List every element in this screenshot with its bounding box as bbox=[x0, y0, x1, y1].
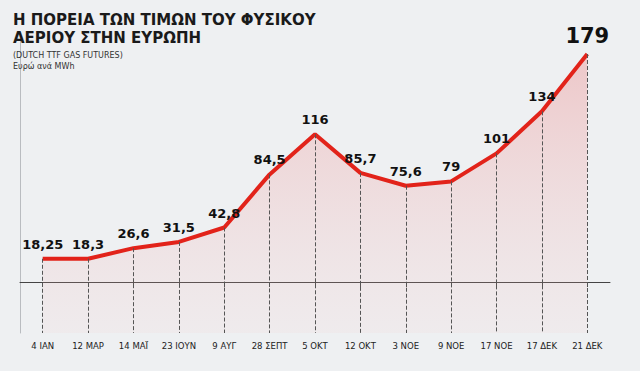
svg-text:4 ΙΑΝ: 4 ΙΑΝ bbox=[31, 341, 54, 351]
svg-text:179: 179 bbox=[565, 24, 609, 48]
svg-text:3 ΝΟΕ: 3 ΝΟΕ bbox=[393, 341, 420, 351]
svg-text:(DUTCH TTF GAS FUTURES): (DUTCH TTF GAS FUTURES) bbox=[13, 51, 123, 60]
svg-text:116: 116 bbox=[301, 112, 328, 127]
svg-text:12 ΜΑΡ: 12 ΜΑΡ bbox=[72, 341, 104, 351]
svg-text:Η ΠΟΡΕΙΑ ΤΩΝ ΤΙΜΩΝ ΤΟΥ ΦΥΣΙΚΟΥ: Η ΠΟΡΕΙΑ ΤΩΝ ΤΙΜΩΝ ΤΟΥ ΦΥΣΙΚΟΥ bbox=[13, 11, 317, 29]
svg-text:85,7: 85,7 bbox=[344, 151, 376, 166]
svg-text:9 ΑΥΓ: 9 ΑΥΓ bbox=[212, 341, 236, 351]
svg-text:79: 79 bbox=[442, 159, 460, 174]
svg-text:12 ΟΚΤ: 12 ΟΚΤ bbox=[345, 341, 377, 351]
svg-text:31,5: 31,5 bbox=[163, 220, 195, 235]
svg-text:21 ΔΕΚ: 21 ΔΕΚ bbox=[572, 341, 603, 351]
svg-text:23 ΙΟΥΝ: 23 ΙΟΥΝ bbox=[162, 341, 196, 351]
svg-text:Ευρώ ανά MWh: Ευρώ ανά MWh bbox=[13, 61, 74, 71]
svg-text:5 ΟΚΤ: 5 ΟΚΤ bbox=[302, 341, 328, 351]
svg-text:18,3: 18,3 bbox=[72, 237, 104, 252]
svg-text:134: 134 bbox=[528, 89, 555, 104]
svg-text:9 ΝΟΕ: 9 ΝΟΕ bbox=[438, 341, 465, 351]
svg-text:26,6: 26,6 bbox=[117, 226, 149, 241]
svg-text:18,25: 18,25 bbox=[22, 237, 63, 252]
svg-text:101: 101 bbox=[483, 131, 510, 146]
svg-text:14 ΜΑΪ: 14 ΜΑΪ bbox=[119, 341, 149, 351]
svg-text:17 ΝΟΕ: 17 ΝΟΕ bbox=[481, 341, 513, 351]
svg-text:75,6: 75,6 bbox=[390, 164, 422, 179]
svg-text:17 ΔΕΚ: 17 ΔΕΚ bbox=[527, 341, 558, 351]
svg-text:28 ΣΕΠΤ: 28 ΣΕΠΤ bbox=[252, 341, 289, 351]
svg-text:ΑΕΡΙΟΥ ΣΤΗΝ ΕΥΡΩΠΗ: ΑΕΡΙΟΥ ΣΤΗΝ ΕΥΡΩΠΗ bbox=[13, 29, 201, 47]
svg-text:42,8: 42,8 bbox=[208, 206, 240, 221]
svg-text:84,5: 84,5 bbox=[254, 152, 286, 167]
